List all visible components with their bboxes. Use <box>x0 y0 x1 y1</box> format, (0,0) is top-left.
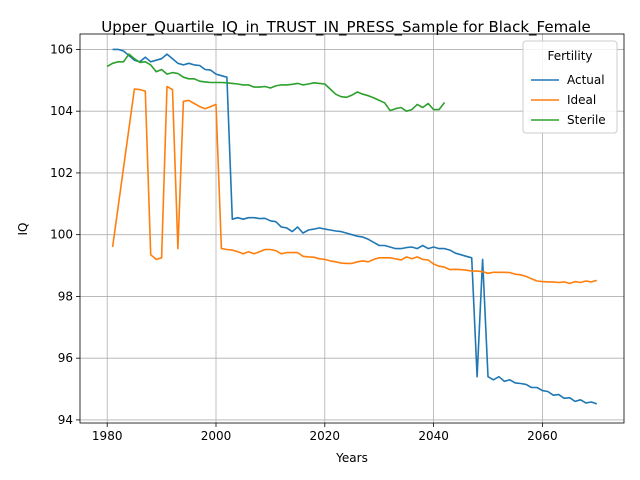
x-tick-label: 2060 <box>527 429 558 443</box>
y-tick-label: 102 <box>50 166 73 180</box>
y-tick-label: 100 <box>50 228 73 242</box>
x-tick-label: 2040 <box>418 429 449 443</box>
x-tick-label: 2020 <box>310 429 341 443</box>
x-tick-label: 1980 <box>92 429 123 443</box>
y-tick-label: 98 <box>58 289 73 303</box>
y-tick-label: 94 <box>58 413 73 427</box>
y-tick-label: 106 <box>50 42 73 56</box>
x-axis-label: Years <box>335 451 368 465</box>
series-line-sterile <box>106 53 446 112</box>
y-axis: 94 96 98 100 102 104 106 <box>50 42 80 427</box>
legend-label-ideal: Ideal <box>567 93 596 107</box>
series-line-actual <box>112 48 598 405</box>
plot-frame <box>79 33 625 424</box>
x-axis: 1980 2000 2020 2040 2060 <box>92 423 558 443</box>
legend-box <box>522 40 618 134</box>
y-axis-label: IQ <box>16 223 30 236</box>
series-lines <box>106 48 598 405</box>
legend-title: Fertility <box>547 49 592 63</box>
legend: Fertility Actual Ideal Sterile <box>522 40 618 134</box>
legend-label-sterile: Sterile <box>567 113 606 127</box>
series-line-ideal <box>111 85 598 285</box>
chart-title: Upper_Quartile_IQ_in_TRUST_IN_PRESS_Samp… <box>101 18 591 37</box>
y-tick-label: 104 <box>50 104 73 118</box>
x-tick-label: 2000 <box>201 429 232 443</box>
legend-label-actual: Actual <box>567 73 605 87</box>
y-tick-label: 96 <box>58 351 73 365</box>
